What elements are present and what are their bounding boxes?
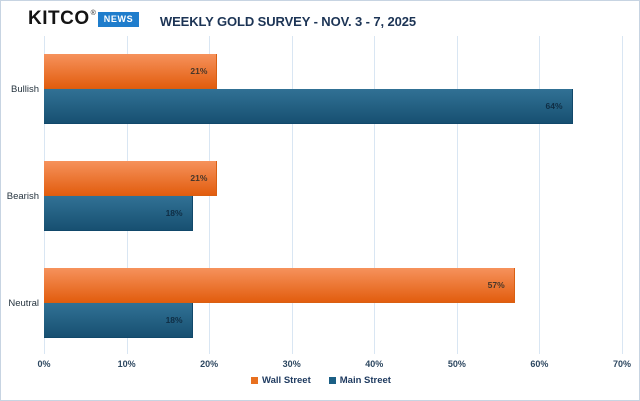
x-tick-label: 10% [117,359,136,369]
legend-item-main-street: Main Street [328,375,391,386]
category-label-neutral: Neutral [8,297,39,309]
bar-value-label: 64% [545,101,563,111]
category-label-bullish: Bullish [11,83,39,95]
bar-value-label: 18% [165,208,183,218]
news-badge: NEWS [97,12,140,27]
gridline [539,36,541,354]
x-tick-label: 30% [282,359,301,369]
category-label-bearish: Bearish [6,190,39,202]
kitco-logo: KITCO ® NEWS [28,8,140,29]
bar-value-label: 18% [165,315,183,325]
x-tick-label: 50% [447,359,466,369]
bar-bearish-main-street: 18% [44,196,193,231]
bar-neutral-main-street: 18% [44,303,193,338]
bar-bullish-main-street: 64% [44,89,573,124]
bar-value-label: 57% [487,280,505,290]
x-tick-label: 20% [200,359,219,369]
plot-area: 21% 64% 21% 18% 57% 18% [44,36,623,354]
legend: Wall Street Main Street [1,375,639,386]
gridline [622,36,623,354]
x-tick-label: 40% [365,359,384,369]
registered-trademark-icon: ® [90,10,96,17]
legend-item-wall-street: Wall Street [251,375,311,386]
bar-neutral-wall-street: 57% [44,268,515,303]
bar-value-label: 21% [190,173,208,183]
legend-label: Main Street [339,375,391,386]
legend-swatch-icon [251,377,259,384]
x-tick-label: 70% [612,359,632,369]
chart-title: WEEKLY GOLD SURVEY - NOV. 3 - 7, 2025 [159,14,417,29]
gridline [456,36,458,354]
kitco-logo-text: KITCO [28,8,90,29]
bar-bullish-wall-street: 21% [44,54,218,89]
gridline [291,36,293,354]
gridline [374,36,376,354]
bar-value-label: 21% [190,66,208,76]
legend-swatch-icon [328,377,336,384]
bar-bearish-wall-street: 21% [44,161,218,196]
x-tick-label: 60% [530,359,549,369]
x-tick-label: 0% [37,359,51,369]
legend-label: Wall Street [262,375,311,386]
